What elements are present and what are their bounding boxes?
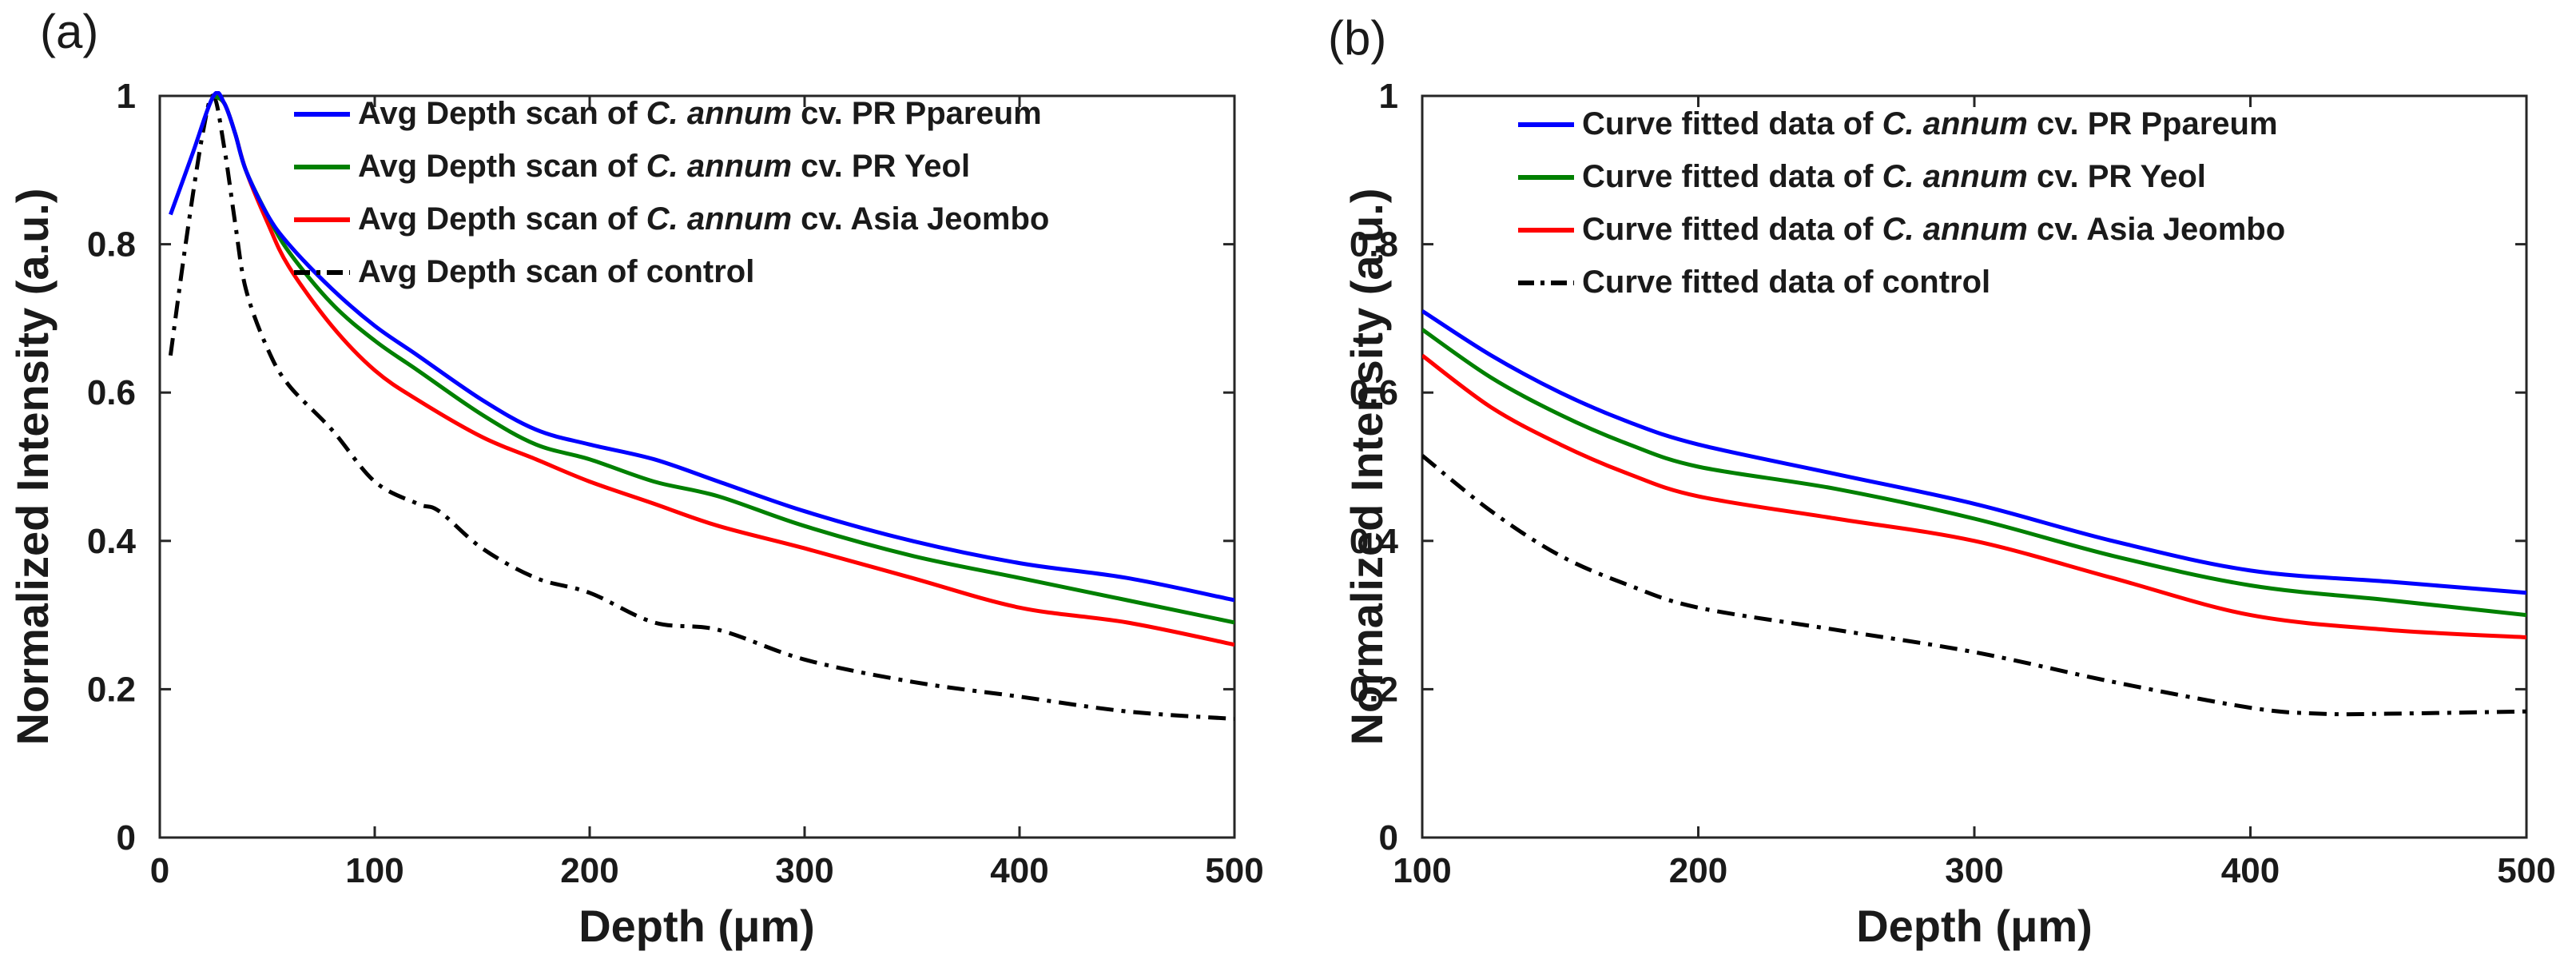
p1-legend-label-3: Curve fitted data of control — [1582, 265, 1990, 300]
p1-xtick-label: 300 — [1945, 851, 2003, 890]
p0-legend-label-2: Avg Depth scan of C. annum cv. Asia Jeom… — [358, 201, 1049, 237]
p1-ytick-label: 0.2 — [1350, 670, 1398, 709]
p0-legend-label-1: Avg Depth scan of C. annum cv. PR Yeol — [358, 149, 970, 184]
p0-ytick-label: 0.8 — [87, 225, 136, 265]
p1-ytick-label: 1 — [1379, 77, 1398, 116]
p1-series-line-2 — [1422, 353, 2526, 639]
p0-legend-label-0: Avg Depth scan of C. annum cv. PR Ppareu… — [358, 96, 1042, 131]
p0-ytick-label: 0.2 — [87, 670, 136, 709]
p0-ytick-label: 0.4 — [87, 522, 137, 561]
p1-xtick-label: 400 — [2221, 851, 2280, 890]
p1-legend-label-1: Curve fitted data of C. annum cv. PR Yeo… — [1582, 159, 2206, 194]
panel-a: (a) 0 100 200 300 400 500 0 0.2 0.4 0.6 0.8 1 Depth (… — [7, 5, 1264, 951]
p0-xtick-label: 300 — [775, 851, 833, 890]
p0-ytick-label: 1 — [117, 77, 136, 116]
p1-axes-box — [1421, 94, 2528, 839]
p1-series-line-0 — [1422, 309, 2526, 595]
p1-series-line-3 — [1422, 454, 2526, 717]
p0-ytick-label: 0 — [117, 818, 136, 858]
p1-ytick-label: 0.4 — [1350, 522, 1399, 561]
p0-legend-label-3: Avg Depth scan of control — [358, 254, 754, 289]
p0-ytick-label: 0.6 — [87, 373, 136, 412]
p0-series-line-0 — [169, 91, 1234, 603]
p1-series-line-1 — [1422, 328, 2526, 618]
p1-panel-label: (b) — [1328, 11, 1386, 65]
p0-axes-box — [158, 94, 1236, 839]
p1-ytick-label: 0 — [1379, 818, 1398, 858]
p1-x-axis-title: Depth (μm) — [1856, 901, 2093, 951]
p1-legend-label-0: Curve fitted data of C. annum cv. PR Ppa… — [1582, 106, 2278, 141]
p0-xtick-label: 100 — [345, 851, 403, 890]
p1-xtick-label: 200 — [1669, 851, 1727, 890]
p0-xtick-label: 400 — [990, 851, 1048, 890]
p0-xtick-label: 200 — [560, 851, 618, 890]
p0-xtick-label: 500 — [1205, 851, 1263, 890]
p0-x-axis-title: Depth (μm) — [578, 901, 815, 951]
p0-xtick-label: 0 — [150, 851, 169, 890]
p0-series-line-3 — [168, 94, 1234, 721]
p1-ytick-label: 0.6 — [1350, 373, 1398, 412]
p1-xtick-label: 500 — [2497, 851, 2555, 890]
p1-y-axis-title: Normalized Intensity (a.u.) — [1342, 189, 1392, 746]
p0-y-axis-title: Normalized Intensity (a.u.) — [7, 189, 58, 746]
panel-b: (b) 100 200 300 400 500 0 0.2 0.4 0.6 0.8 1 Depth (μ… — [1328, 11, 2556, 951]
p0-panel-label: (a) — [40, 5, 98, 58]
p1-legend-label-2: Curve fitted data of C. annum cv. Asia J… — [1582, 212, 2285, 247]
p1-ytick-label: 0.8 — [1350, 225, 1398, 265]
p1-xtick-label: 100 — [1393, 851, 1451, 890]
